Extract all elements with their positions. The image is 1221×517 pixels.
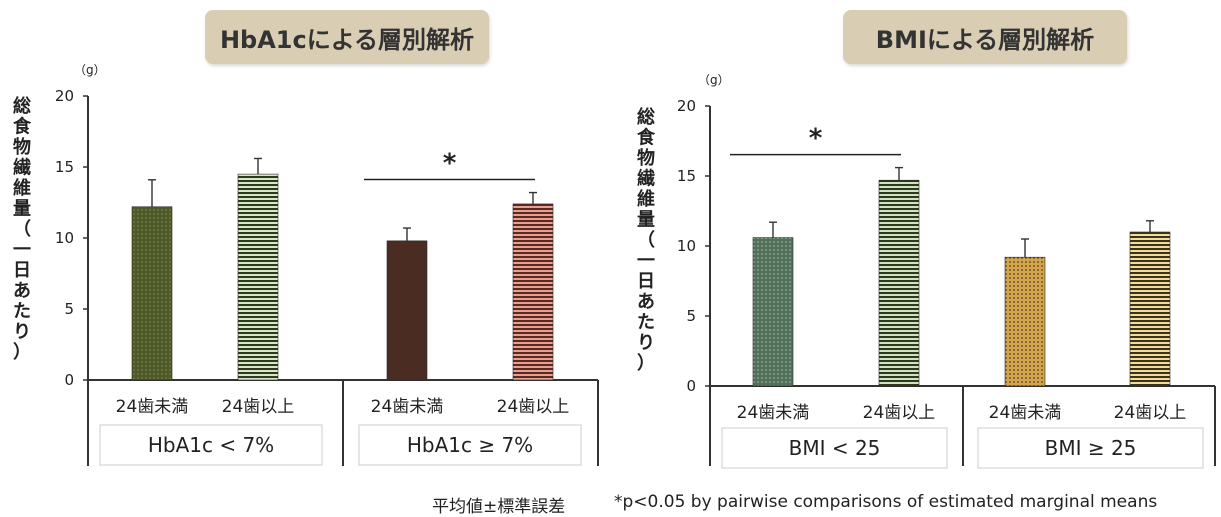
chart0-category-label: 24歯未満 [371,397,444,417]
chart0-group-box [358,424,582,466]
chart0-bar [512,203,554,381]
chart0-y-tick-label: 20 [55,87,74,105]
chart0-y-tick-label: 0 [64,371,74,389]
chart1-group-box [977,427,1204,469]
chart0-y-tick-label: 5 [64,300,74,318]
chart0-y-axis-label: 総食物繊維量（一日あたり） [12,95,32,363]
chart1-group-label: BMI < 25 [789,436,881,460]
chart0-group-label: HbA1c < 7% [148,433,274,457]
chart0-bar [386,240,428,381]
chart1-bar [1004,256,1046,387]
chart1-category-label: 24歯未満 [737,403,810,423]
chart1-y-axis-label: 総食物繊維量（一日あたり） [636,106,656,374]
footnote-significance: *p<0.05 by pairwise comparisons of estim… [614,492,1158,512]
chart1-bar [878,179,920,387]
chart1-bar [752,237,794,387]
chart0-group-label: HbA1c ≥ 7% [407,433,533,457]
chart0-category-label: 24歯未満 [116,397,189,417]
footnote-mean-se: 平均値±標準誤差 [432,497,566,517]
chart1-unit-label: （g） [698,73,730,87]
chart0-y-tick-label: 15 [55,158,74,176]
chart1-y-tick-label: 0 [686,377,696,395]
chart0-bar [131,206,173,381]
chart1-category-label: 24歯以上 [1114,403,1187,423]
chart1-y-tick-label: 10 [677,237,696,255]
chart0-category-label: 24歯以上 [222,397,295,417]
chart1-y-tick-label: 5 [686,307,696,325]
chart0-y-tick-label: 10 [55,229,74,247]
chart1-group-box [721,427,948,469]
chart0-category-label: 24歯以上 [497,397,570,417]
chart1-category-label: 24歯未満 [989,403,1062,423]
chart1-category-label: 24歯以上 [863,403,936,423]
chart1-group-label: BMI ≥ 25 [1045,436,1137,460]
chart1-significance-star: * [809,124,823,154]
panel-title-bmi: BMIによる層別解析 [843,10,1127,64]
chart1-y-tick-label: 15 [677,167,696,185]
chart0-significance-star: * [443,149,457,179]
chart0-unit-label: （g） [74,63,106,77]
chart0-group-box [99,424,323,466]
chart0-bar [237,173,279,381]
panel-title-hba1c: HbA1cによる層別解析 [205,10,489,64]
chart1-y-tick-label: 20 [677,97,696,115]
chart1-bar [1129,231,1171,387]
